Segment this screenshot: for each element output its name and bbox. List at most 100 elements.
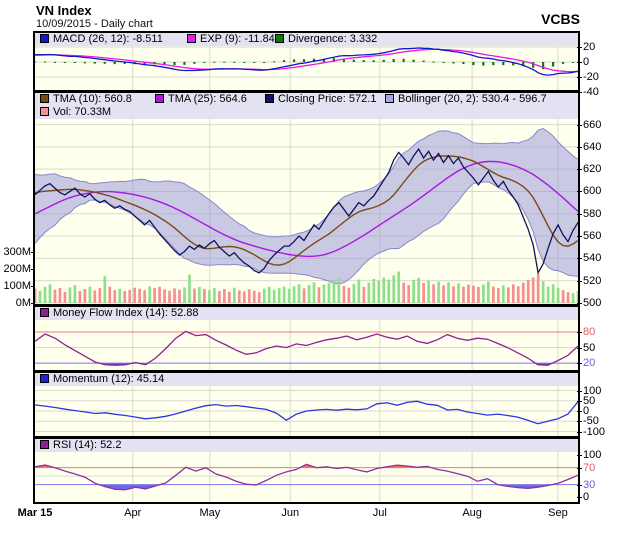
axis-tick-label: 560 [583, 230, 602, 243]
legend-item: MACD (26, 12): -8.511 [40, 33, 163, 46]
legend-label: EXP (9): -11.84 [200, 33, 275, 45]
axis-tick-label: 80 [583, 325, 596, 338]
legend-label: MACD (26, 12): -8.511 [53, 33, 163, 45]
axis-tick [577, 302, 582, 304]
axis-tick-label: -100 [583, 425, 606, 438]
legend-swatch [155, 94, 164, 103]
axis-tick [577, 484, 582, 486]
legend-label: Momentum (12): 45.14 [53, 373, 165, 385]
x-axis-label: Jun [281, 507, 300, 519]
legend-swatch [275, 34, 284, 43]
legend-swatch [265, 94, 274, 103]
macd-panel-plot [35, 46, 578, 90]
axis-tick [577, 213, 582, 215]
axis-tick-label: 580 [583, 207, 602, 220]
rsi-panel-plot [35, 452, 578, 502]
axis-tick [577, 347, 582, 349]
legend-label: RSI (14): 52.2 [53, 439, 122, 451]
panel-separator [33, 90, 580, 93]
x-axis-label: Mar 15 [17, 507, 53, 519]
axis-tick-label: 30 [583, 478, 596, 491]
axis-tick-label: 640 [583, 140, 602, 153]
chart-subtitle: 10/09/2015 - Daily chart [36, 18, 153, 30]
volume-tick [31, 286, 35, 287]
legend-swatch [40, 440, 49, 449]
legend-item: RSI (14): 52.2 [40, 439, 121, 452]
volume-tick [31, 303, 35, 304]
axis-tick [577, 236, 582, 238]
mfi-legend-strip: Money Flow Index (14): 52.88 [35, 307, 578, 320]
legend-swatch [385, 94, 394, 103]
x-axis-label: Jul [372, 507, 387, 519]
x-axis-label: Aug [462, 507, 482, 519]
legend-label: TMA (10): 560.8 [53, 93, 132, 105]
axis-tick-label: 50 [583, 341, 596, 354]
axis-tick-label: 20 [583, 41, 596, 53]
x-axis-label: May [199, 507, 221, 519]
volume-tick [31, 252, 35, 253]
axis-tick-label: 520 [583, 274, 602, 287]
legend-item: TMA (25): 564.6 [155, 93, 247, 106]
axis-tick [577, 191, 582, 193]
axis-tick [577, 77, 582, 78]
legend-item: Divergence: 3.332 [275, 33, 377, 46]
legend-swatch [40, 107, 49, 116]
momentum-panel-plot [35, 386, 578, 436]
legend-item: Vol: 70.33M [40, 106, 111, 119]
volume-tick-label: 0M [15, 297, 31, 309]
price-legend-strip: TMA (10): 560.8 TMA (25): 564.6 Closing Pr… [35, 93, 578, 119]
axis-tick [577, 467, 582, 469]
volume-tick-label: 200M [3, 263, 31, 275]
legend-swatch [40, 374, 49, 383]
legend-item: Money Flow Index (14): 52.88 [40, 307, 199, 320]
axis-tick-label: -20 [583, 71, 599, 83]
axis-tick [577, 146, 582, 148]
brand-logo: VCBS [541, 11, 580, 27]
axis-tick [577, 124, 582, 126]
axis-tick [577, 497, 582, 499]
legend-label: Money Flow Index (14): 52.88 [53, 307, 199, 319]
axis-tick [577, 280, 582, 282]
axis-tick [577, 258, 582, 260]
x-axis-label: Apr [124, 507, 142, 519]
axis-tick [577, 62, 582, 63]
axis-tick [577, 454, 582, 456]
mfi-panel-plot [35, 320, 578, 370]
momentum-legend-strip: Momentum (12): 45.14 [35, 373, 578, 386]
volume-tick-label: 100M [3, 280, 31, 292]
axis-tick-label: 0 [583, 491, 590, 504]
axis-tick [577, 400, 582, 402]
axis-tick [577, 169, 582, 171]
axis-tick [577, 331, 582, 333]
axis-tick [577, 92, 582, 93]
axis-tick-label: 50 [583, 394, 596, 407]
legend-item: EXP (9): -11.84 [187, 33, 275, 46]
legend-label: Divergence: 3.332 [288, 33, 378, 45]
axis-tick [577, 47, 582, 48]
legend-item: Closing Price: 572.1 [265, 93, 376, 106]
legend-swatch [40, 94, 49, 103]
axis-tick [577, 431, 582, 433]
macd-legend-strip: MACD (26, 12): -8.511 EXP (9): -11.84 Dive… [35, 33, 578, 46]
axis-tick-label: 540 [583, 252, 602, 265]
axis-tick [577, 421, 582, 423]
price-panel-plot [35, 119, 578, 304]
axis-tick-label: 100 [583, 448, 602, 461]
legend-swatch [40, 308, 49, 317]
axis-tick-label: 0 [583, 405, 590, 417]
axis-tick [577, 390, 582, 392]
chart-frame [33, 31, 580, 504]
axis-tick-label: 20 [583, 357, 596, 370]
legend-swatch [187, 34, 196, 43]
axis-tick-label: 600 [583, 185, 602, 198]
axis-tick-label: 620 [583, 163, 602, 176]
axis-tick [577, 411, 582, 412]
panel-separator [33, 436, 580, 439]
axis-tick [577, 363, 582, 365]
legend-item: Momentum (12): 45.14 [40, 373, 164, 386]
x-axis-label: Sep [548, 507, 568, 519]
axis-tick-label: 0 [583, 56, 590, 68]
axis-tick-label: 100 [583, 384, 602, 397]
volume-tick [31, 269, 35, 270]
